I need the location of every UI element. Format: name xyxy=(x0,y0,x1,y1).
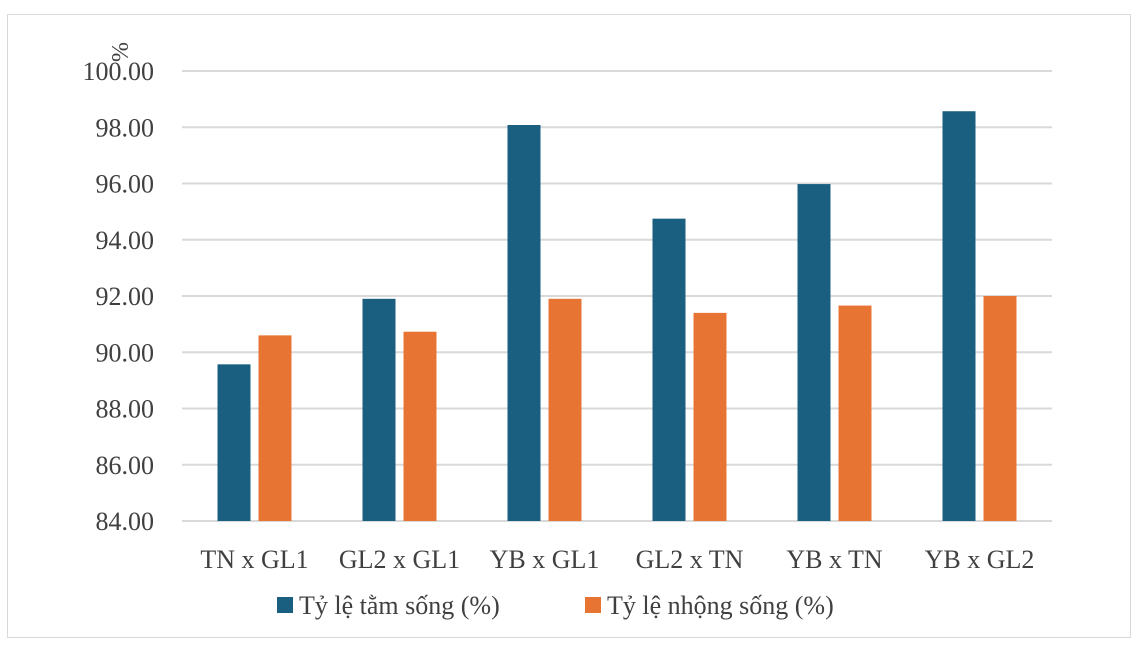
bar-silkworm-5 xyxy=(942,111,976,521)
y-tick-label: 92.00 xyxy=(96,282,155,311)
bar-pupa-0 xyxy=(258,335,292,521)
legend-swatch xyxy=(585,597,601,613)
legend-label: Tỷ lệ tằm sống (%) xyxy=(299,591,500,620)
legend-label: Tỷ lệ nhộng sống (%) xyxy=(607,591,834,620)
y-tick-label: 90.00 xyxy=(96,338,155,367)
x-category-labels: TN x GL1 GL2 x GL1 YB x GL1 GL2 x TN YB x TN… xyxy=(200,545,1034,574)
bar-silkworm-3 xyxy=(652,218,686,521)
y-tick-label: 100.00 xyxy=(83,57,155,86)
bar-silkworm-0 xyxy=(217,364,251,521)
y-tick-labels: 84.00 86.00 88.00 90.00 92.00 94.00 96.00 98.00… xyxy=(83,57,155,536)
bars xyxy=(217,111,1017,521)
y-tick-label: 88.00 xyxy=(96,395,155,424)
x-category-label: GL2 x GL1 xyxy=(339,545,460,574)
legend-swatch xyxy=(277,597,293,613)
x-category-label: YB x GL1 xyxy=(490,545,600,574)
x-category-label: GL2 x TN xyxy=(636,545,744,574)
bar-pupa-2 xyxy=(548,298,582,521)
bar-pupa-1 xyxy=(403,331,437,521)
bar-silkworm-1 xyxy=(362,298,396,521)
x-category-label: YB x GL2 xyxy=(925,545,1035,574)
bar-pupa-3 xyxy=(693,312,727,521)
y-tick-label: 98.00 xyxy=(96,113,155,142)
y-tick-label: 86.00 xyxy=(96,451,155,480)
bar-silkworm-2 xyxy=(507,125,541,521)
bar-pupa-4 xyxy=(838,305,872,521)
bar-pupa-5 xyxy=(983,296,1017,521)
legend: Tỷ lệ tằm sống (%) Tỷ lệ nhộng sống (%) xyxy=(277,591,834,620)
y-tick-label: 96.00 xyxy=(96,170,155,199)
y-tick-label: 94.00 xyxy=(96,226,155,255)
y-unit-label: % xyxy=(108,42,134,62)
y-tick-label: 84.00 xyxy=(96,507,155,536)
x-category-label: TN x GL1 xyxy=(200,545,308,574)
x-category-label: YB x TN xyxy=(786,545,883,574)
gridlines xyxy=(182,70,1052,522)
bar-silkworm-4 xyxy=(797,184,831,521)
